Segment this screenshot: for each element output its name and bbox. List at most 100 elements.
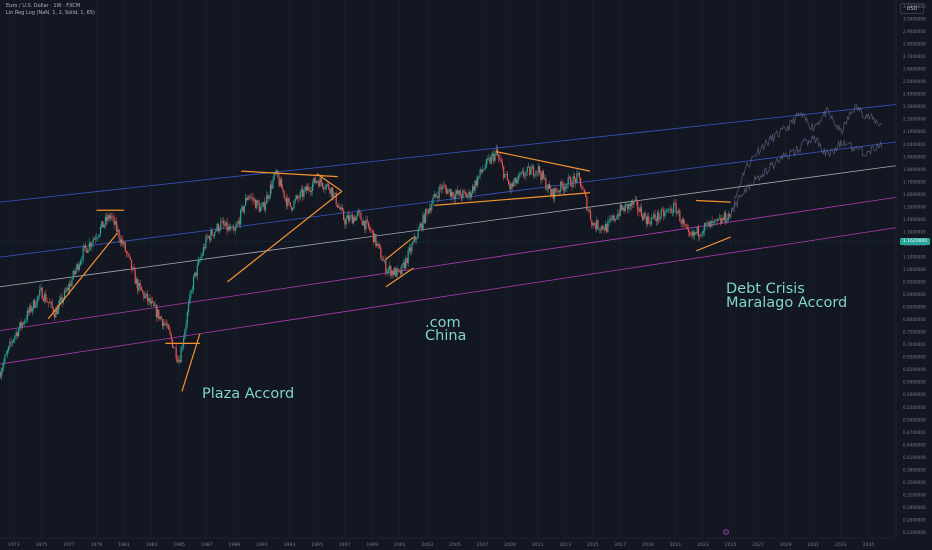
- candle-body: [522, 171, 525, 176]
- candle-body: [438, 186, 440, 198]
- candle-body: [233, 229, 236, 231]
- candle-body: [686, 227, 688, 229]
- candle-body: [78, 264, 80, 270]
- y-tick-label: 1.9000000: [903, 154, 926, 159]
- candle-body: [254, 199, 257, 209]
- y-tick-label: 0.6200000: [903, 367, 926, 372]
- candle-body: [227, 226, 229, 231]
- regression-channel: [0, 104, 897, 365]
- candle-body: [697, 227, 700, 237]
- currency-button[interactable]: USD: [900, 3, 924, 14]
- candle-body: [51, 301, 53, 308]
- candle-body: [223, 224, 226, 226]
- candle-body: [237, 220, 239, 224]
- candle-body: [46, 301, 48, 303]
- candle-body: [197, 260, 200, 265]
- candle-body: [230, 227, 232, 230]
- y-tick-label: 0.4400000: [903, 442, 926, 447]
- candle-body: [70, 283, 72, 286]
- candle-body: [263, 202, 265, 210]
- candle-body: [668, 209, 670, 211]
- candle-body: [722, 218, 724, 221]
- candle-body: [396, 268, 398, 277]
- candle-body: [692, 231, 695, 236]
- candle-body: [485, 159, 487, 168]
- candle-body: [163, 322, 165, 327]
- candle-body: [220, 221, 222, 229]
- candle-body: [103, 224, 105, 228]
- candle-body: [406, 258, 408, 264]
- candle-body: [449, 189, 451, 197]
- projection-path: [730, 103, 882, 219]
- candle-body: [431, 204, 433, 211]
- candle-body: [436, 196, 438, 197]
- candle-body: [531, 166, 533, 169]
- candle-body: [374, 233, 376, 243]
- candle-body: [352, 216, 355, 224]
- candle-body: [0, 371, 2, 378]
- candle-body: [67, 287, 69, 291]
- candle-body: [106, 216, 108, 221]
- y-tick-label: 0.3800000: [903, 467, 926, 472]
- candle-body: [310, 190, 312, 192]
- candle-body: [155, 305, 157, 318]
- candle-body: [597, 220, 599, 230]
- y-tick-label: 3.0000000: [903, 17, 926, 22]
- y-tick-label: 2.8000000: [903, 42, 926, 47]
- candle-body: [257, 200, 259, 204]
- candle-body: [165, 323, 167, 326]
- candle-body: [91, 243, 93, 247]
- candle-body: [161, 319, 164, 327]
- y-tick-label: 0.2300000: [903, 530, 926, 535]
- candle-body: [336, 204, 339, 208]
- candle-body: [81, 260, 83, 262]
- candle-body: [568, 177, 571, 178]
- annotation-dotcom: .com: [425, 315, 461, 331]
- indicator-title: Lin Reg Log (NaN, 1, 2, Solid, 1, 65): [6, 10, 95, 16]
- candle-body: [647, 216, 649, 225]
- x-tick-label: 2015: [587, 542, 599, 548]
- candle-body: [629, 203, 631, 207]
- current-price-tag: 1.1620000: [900, 238, 930, 245]
- candle-body: [344, 219, 346, 225]
- candle-body: [4, 355, 6, 362]
- candle-body: [221, 220, 223, 222]
- candle-body: [477, 177, 479, 186]
- candle-body: [514, 177, 516, 183]
- candle-body: [222, 220, 224, 225]
- candle-body: [613, 215, 615, 221]
- candle-body: [49, 302, 51, 304]
- candle-body: [580, 177, 582, 187]
- trendline: [316, 173, 343, 192]
- candle-body: [359, 211, 361, 214]
- candle-body: [695, 232, 697, 234]
- candle-body: [491, 154, 494, 157]
- candle-body: [104, 216, 107, 225]
- candle-body: [661, 209, 664, 211]
- candle-body: [548, 184, 551, 189]
- candle-body: [94, 238, 97, 239]
- candle-body: [479, 169, 481, 176]
- candle-body: [76, 264, 78, 270]
- trendline: [434, 192, 591, 206]
- candle-body: [503, 166, 505, 178]
- candle-body: [39, 289, 41, 296]
- candle-body: [77, 264, 79, 270]
- candle-body: [354, 216, 356, 221]
- candle-body: [370, 230, 372, 231]
- y-tick-label: 2.9000000: [903, 29, 926, 34]
- candle-body: [669, 208, 671, 210]
- candle-body: [630, 201, 633, 207]
- candle-body: [475, 180, 477, 186]
- candle-body: [653, 214, 655, 218]
- candle-body: [125, 251, 128, 253]
- candle-body: [134, 270, 136, 284]
- candle-body: [341, 207, 344, 211]
- candle-body: [524, 175, 526, 177]
- candle-body: [166, 324, 169, 326]
- candle-body: [556, 191, 558, 193]
- candle-body: [498, 154, 500, 159]
- candle-body: [390, 266, 392, 276]
- candle-body: [34, 300, 36, 308]
